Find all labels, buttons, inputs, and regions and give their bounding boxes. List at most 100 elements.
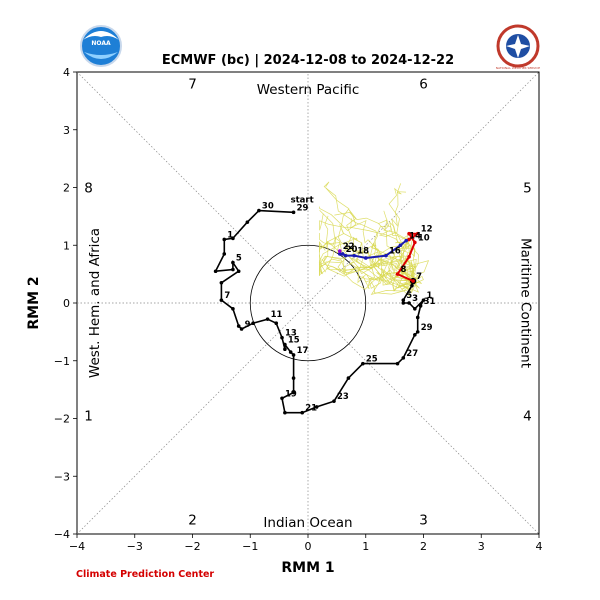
- observed-point: [231, 306, 235, 311]
- credit-label: Climate Prediction Center: [76, 569, 214, 580]
- y-tick-label: −4: [54, 528, 70, 541]
- forecast-point: [337, 249, 342, 253]
- phase-guides: [76, 71, 540, 535]
- point-labels: 2930157911131517192123252729311357810121…: [224, 195, 435, 413]
- point-label: 17: [297, 346, 309, 356]
- nws-logo-text: NATIONAL WEATHER SERVICE: [496, 66, 541, 70]
- x-tick-label: −1: [242, 540, 258, 553]
- observed-point: [222, 237, 227, 242]
- phase-label-8: 8: [84, 181, 93, 197]
- phase-label-6: 6: [419, 77, 428, 93]
- forecast-segment: [364, 254, 387, 259]
- x-tick-label: 0: [305, 540, 312, 553]
- y-tick-label: 2: [63, 182, 70, 195]
- observed-point: [401, 356, 406, 360]
- observed-point: [401, 298, 406, 302]
- point-label: 19: [285, 389, 297, 399]
- y-tick-label: 3: [63, 124, 70, 137]
- x-axis-label: RMM 1: [281, 560, 334, 576]
- observed-point: [231, 236, 235, 241]
- observed-point: [283, 410, 287, 415]
- ensemble-member-line: [378, 221, 419, 282]
- ensemble-member-line: [319, 213, 417, 282]
- observed-point: [415, 330, 420, 334]
- observed-point: [283, 342, 287, 347]
- forecast-point: [340, 252, 345, 256]
- x-tick-label: 2: [420, 540, 427, 553]
- y-tick-label: −3: [54, 470, 70, 483]
- point-label: 1: [427, 291, 433, 301]
- forecast-segment: [396, 255, 411, 276]
- forecast-ensemble-mean: [337, 231, 420, 283]
- point-label: 21: [305, 404, 317, 414]
- point-label: 8: [401, 265, 407, 275]
- forecast-point: [395, 272, 400, 276]
- observed-point: [288, 350, 293, 354]
- chart-title: ECMWF (bc) | 2024-12-08 to 2024-12-22: [162, 53, 454, 68]
- point-label: 7: [224, 291, 230, 301]
- observed-point: [274, 321, 279, 326]
- point-label: 23: [337, 392, 349, 402]
- phase-label-3: 3: [419, 513, 428, 529]
- observed-point: [410, 283, 414, 288]
- observed-point: [421, 298, 426, 302]
- forecast-point: [407, 254, 411, 259]
- forecast-point: [411, 279, 415, 283]
- phase-label-5: 5: [523, 181, 532, 197]
- region-label-western-pacific: Western Pacific: [257, 82, 360, 98]
- ensemble-member-line: [388, 183, 417, 282]
- observed-point: [283, 347, 287, 352]
- forecast-point: [413, 240, 417, 245]
- observed-point: [222, 252, 227, 256]
- region-label-indian-ocean: Indian Ocean: [263, 515, 352, 531]
- point-label: 18: [357, 247, 369, 257]
- observed-point: [291, 353, 296, 357]
- observed-point: [314, 405, 319, 409]
- forecast-segment: [408, 241, 416, 258]
- observed-point: [407, 301, 411, 305]
- region-label-west-hem-africa: West. Hem. and Africa: [87, 228, 103, 378]
- forecast-point: [363, 256, 368, 260]
- forecast-point: [384, 253, 388, 258]
- point-label: 10: [418, 233, 430, 243]
- forecast-point: [407, 237, 411, 242]
- x-tick-label: 4: [536, 540, 543, 553]
- point-label: 11: [271, 310, 283, 320]
- observed-point: [413, 332, 417, 337]
- ensemble-members: [318, 181, 430, 297]
- point-label: 3: [412, 294, 418, 304]
- observed-line: [214, 209, 425, 414]
- forecast-point: [337, 252, 342, 256]
- point-label: 22: [343, 242, 355, 252]
- x-tick-label: −4: [69, 540, 85, 553]
- y-tick-label: 1: [63, 239, 70, 252]
- point-label: 25: [366, 355, 378, 365]
- ensemble-member-line: [395, 234, 424, 297]
- observed-point: [291, 376, 296, 380]
- point-label: 20: [346, 245, 358, 255]
- observed-point: [236, 269, 241, 274]
- forecast-segment: [353, 254, 367, 259]
- x-tick-label: 1: [362, 540, 369, 553]
- y-tick-label: −1: [54, 355, 70, 368]
- point-label: 5: [236, 254, 242, 264]
- forecast-segment: [384, 244, 402, 257]
- ensemble-member-line: [319, 206, 414, 282]
- observed-point: [395, 361, 400, 366]
- ensemble-member-line: [319, 254, 414, 290]
- forecast-point: [404, 238, 408, 243]
- point-label: 5: [406, 291, 412, 301]
- observed-point: [219, 298, 224, 302]
- point-label: 29: [297, 203, 309, 213]
- observed-point: [213, 269, 218, 274]
- point-label: 30: [262, 202, 274, 212]
- observed-point: [361, 361, 365, 366]
- point-label: 31: [424, 297, 436, 307]
- observed-point: [236, 324, 241, 328]
- observed-point: [239, 327, 244, 331]
- point-label: 1: [227, 230, 233, 240]
- point-label: 27: [406, 349, 418, 359]
